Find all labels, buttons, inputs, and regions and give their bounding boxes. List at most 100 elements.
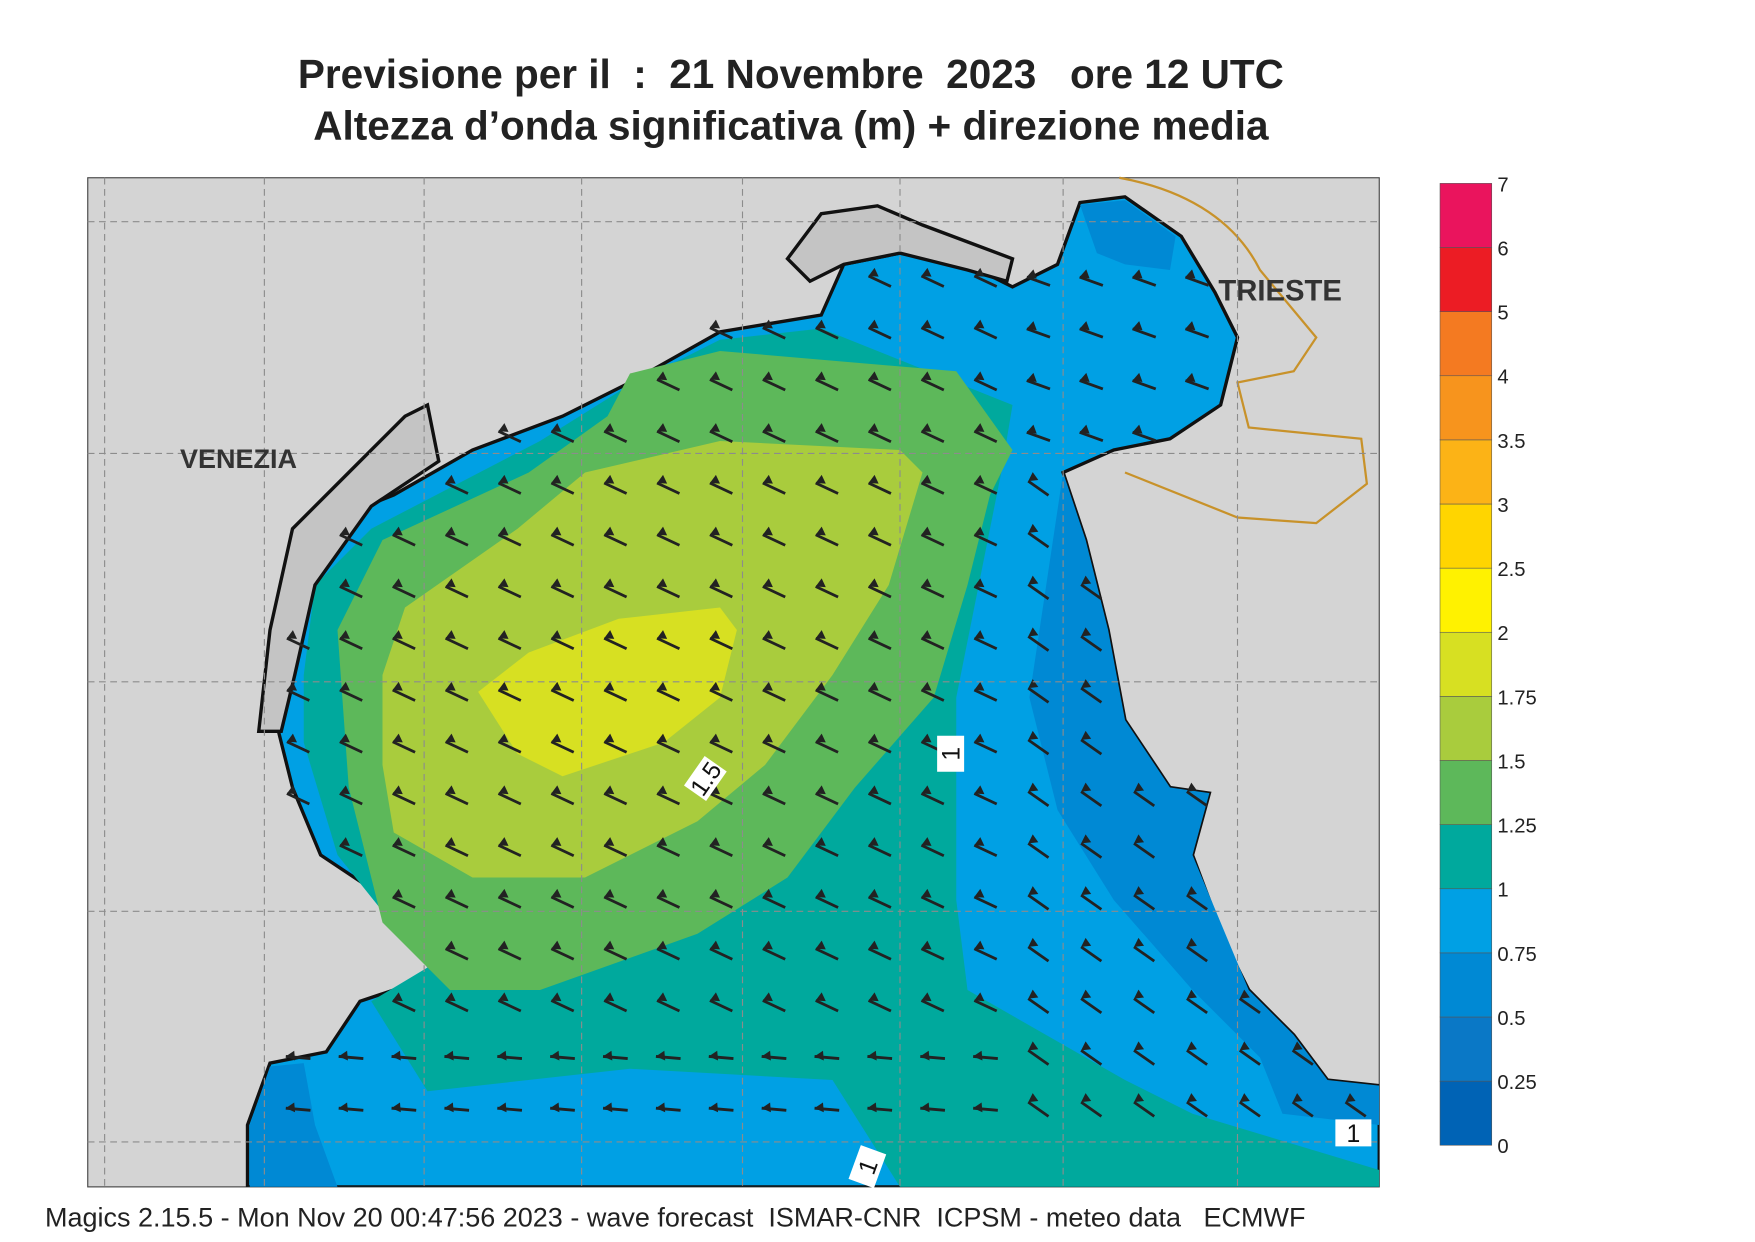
arrow-shaft: [973, 636, 998, 651]
arrow-shaft: [1133, 894, 1156, 911]
arrow-head: [921, 526, 932, 536]
arrow-head: [1079, 321, 1090, 331]
arrow-shaft: [603, 740, 628, 754]
arrow-shaft: [656, 636, 681, 651]
arrow-head: [498, 940, 509, 950]
arrow-head: [498, 630, 509, 639]
arrow-shaft: [497, 792, 522, 806]
legend-swatch: [1439, 247, 1493, 312]
arrow-head: [921, 733, 932, 743]
arrow-shaft: [1186, 997, 1208, 1014]
arrow-shaft: [444, 895, 469, 909]
arrow-head: [657, 423, 668, 432]
arrow-head: [286, 630, 298, 639]
arrow-head: [1026, 424, 1037, 434]
arrow-head: [551, 992, 562, 1002]
arrow-shaft: [709, 481, 733, 495]
arrow-shaft: [603, 429, 628, 444]
arrow-shaft: [656, 378, 681, 392]
arrow-shaft: [920, 895, 945, 909]
arrow-head: [815, 681, 826, 691]
arrow-shaft: [1026, 430, 1051, 443]
wave-band: [1029, 472, 1380, 1125]
arrow-head: [657, 681, 668, 691]
arrow-shaft: [497, 481, 522, 495]
arrow-head: [286, 785, 298, 795]
arrow-head: [868, 888, 879, 898]
arrow-shaft: [920, 429, 945, 444]
arrow-shaft: [1132, 379, 1157, 391]
arrow-shaft: [656, 585, 681, 599]
arrow-head: [815, 837, 826, 846]
arrow-shaft: [867, 378, 892, 392]
arrow-shaft: [867, 274, 892, 288]
arrow-shaft: [867, 999, 892, 1013]
arrow-head: [1081, 1041, 1092, 1051]
arrow-head: [815, 578, 826, 588]
arrow-head: [868, 681, 879, 691]
arrow-head: [974, 423, 985, 432]
arrow-shaft: [762, 481, 786, 495]
arrow-head: [392, 681, 403, 691]
arrow-shaft: [656, 533, 681, 547]
arrow-shaft: [656, 740, 681, 754]
arrow-shaft: [709, 895, 733, 909]
legend-swatch: [1439, 1016, 1493, 1082]
arrow-shaft: [973, 947, 998, 961]
arrow-head: [1028, 1093, 1039, 1103]
legend-label: 2.5: [1497, 559, 1525, 581]
arrow-head: [498, 837, 509, 846]
arrow-shaft: [1080, 945, 1103, 963]
arrow-shaft: [1079, 430, 1104, 443]
arrow-shaft: [973, 481, 998, 495]
arrow-shaft: [1027, 583, 1050, 600]
arrow-head: [920, 1050, 930, 1061]
arrow-shaft: [762, 895, 786, 909]
arrow-head: [498, 474, 509, 484]
arrow-head: [709, 371, 721, 381]
arrow-head: [762, 578, 773, 588]
arrow-head: [868, 474, 879, 484]
arrow-head: [339, 681, 350, 691]
arrow-head: [445, 940, 456, 950]
arrow-head: [1239, 1041, 1250, 1051]
arrow-head: [1185, 321, 1196, 331]
arrow-head: [709, 785, 721, 795]
arrow-shaft: [815, 585, 839, 599]
arrow-head: [551, 940, 562, 950]
arrow-head: [657, 837, 668, 846]
arrow-shaft: [815, 843, 839, 858]
arrow-shaft: [444, 636, 469, 651]
arrow-head: [762, 371, 773, 381]
arrow-shaft: [339, 533, 363, 547]
arrow-shaft: [1132, 275, 1157, 287]
contour-label-text: 1: [1346, 1121, 1360, 1148]
arrow-head: [1186, 1093, 1197, 1103]
arrow-shaft: [867, 533, 892, 547]
arrow-head: [657, 733, 668, 743]
legend-swatch: [1439, 696, 1493, 761]
arrow-shaft: [815, 636, 839, 651]
arrow-head: [551, 630, 562, 639]
arrow-shaft: [867, 843, 892, 858]
arrow-shaft: [392, 999, 416, 1013]
coast-land: [785, 204, 1015, 284]
arrow-head: [709, 733, 721, 743]
arrow-shaft: [392, 792, 416, 806]
arrow-shaft: [867, 688, 892, 702]
arrow-shaft: [1027, 635, 1050, 652]
arrow-shaft: [1132, 327, 1157, 339]
arrow-head: [974, 630, 985, 639]
arrow-head: [974, 526, 985, 536]
arrow-shaft: [709, 947, 733, 961]
arrow-head: [604, 888, 615, 898]
arrow-head: [868, 785, 879, 795]
arrow-shaft: [603, 843, 628, 858]
arrow-head: [1292, 1041, 1303, 1051]
arrow-head: [921, 940, 932, 950]
arrow-shaft: [920, 843, 945, 858]
arrow-head: [550, 1102, 560, 1113]
arrow-head: [1133, 989, 1145, 999]
arrow-head: [762, 785, 773, 795]
